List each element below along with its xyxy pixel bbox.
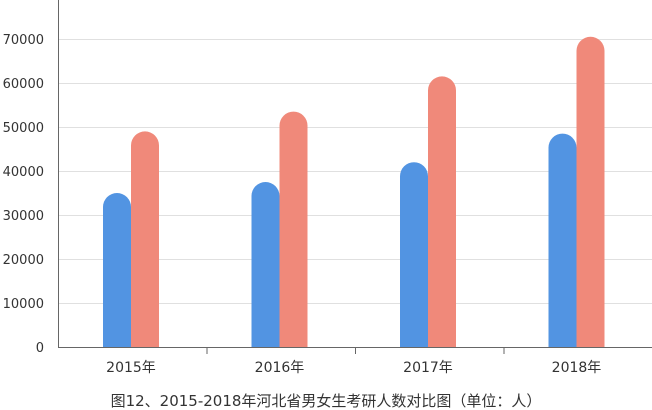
bar [548,133,577,347]
y-tick-label: 0 [36,341,44,356]
chart-caption: 图12、2015-2018年河北省男女生考研人数对比图（单位：人） [110,392,542,410]
axes [58,0,652,354]
y-tick-label: 20000 [3,253,44,268]
bar [251,182,280,347]
bar [131,131,159,347]
y-tick-label: 40000 [3,165,44,180]
x-tick-labels: 2015年 2016年 2017年 2018年 [106,360,601,376]
y-tick-labels: 0 10000 20000 30000 40000 50000 60000 70000 [3,33,44,356]
bar [103,193,131,347]
bar [576,36,605,348]
y-tick-label: 60000 [3,77,44,92]
bar [400,162,428,347]
bar [428,76,456,347]
x-tick-label: 2017年 [403,360,453,376]
y-tick-label: 70000 [3,33,44,48]
x-tick-label: 2016年 [255,360,305,376]
bar [279,111,308,347]
bars [103,36,605,348]
x-tick-label: 2015年 [106,360,156,376]
x-tick-label: 2018年 [552,360,602,376]
y-tick-label: 10000 [3,297,44,312]
y-tick-label: 30000 [3,209,44,224]
y-tick-label: 50000 [3,121,44,136]
